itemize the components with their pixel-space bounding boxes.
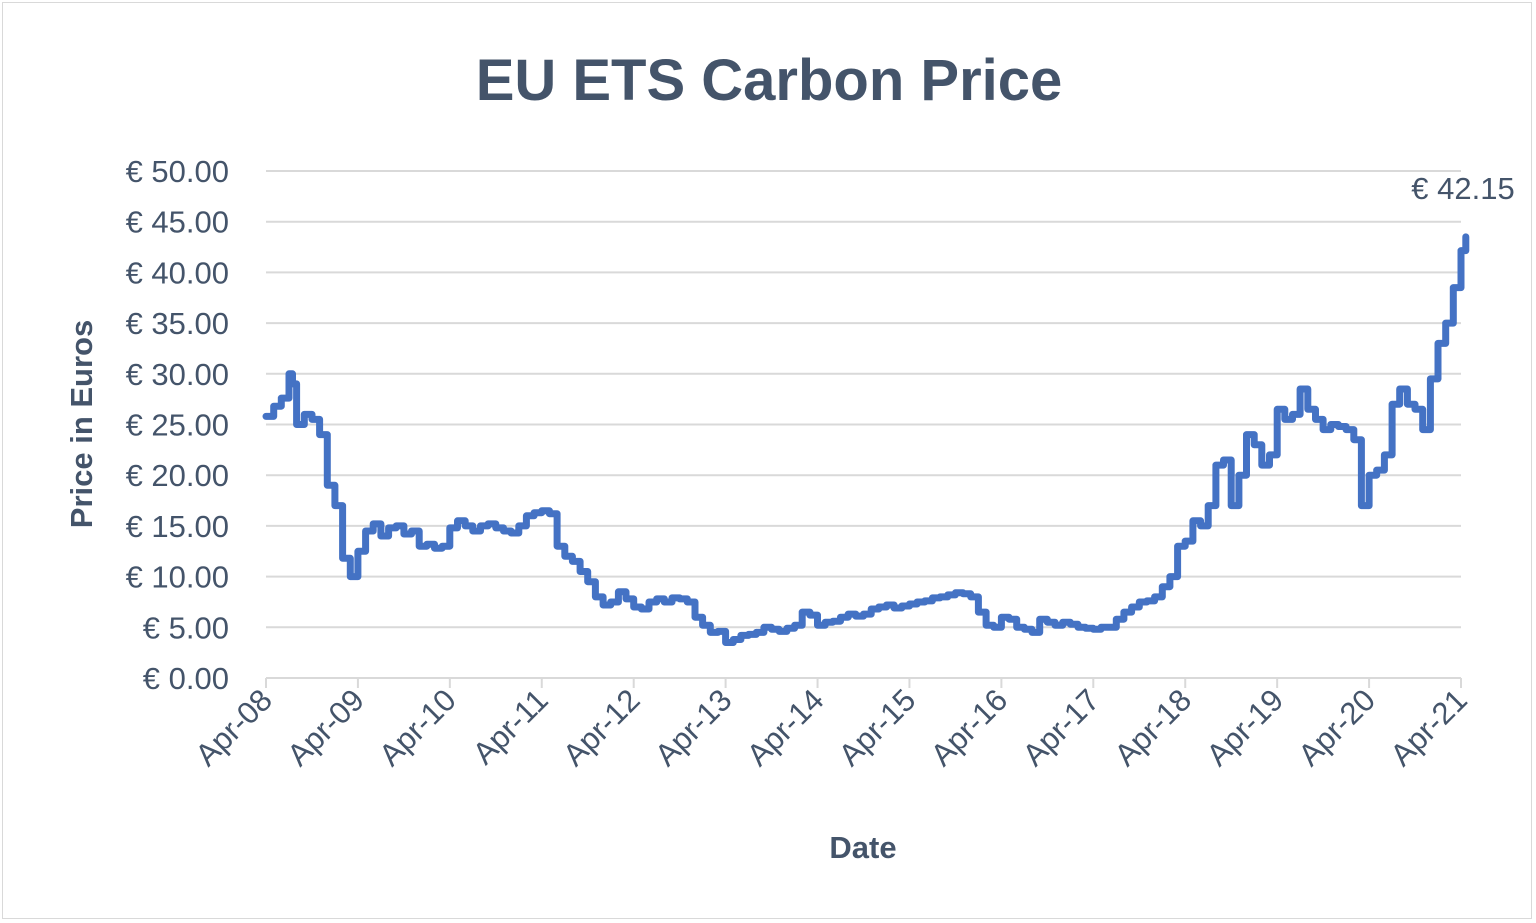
x-tick-label: Apr-21 (1383, 682, 1474, 773)
x-axis: Apr-08 Apr-09 Apr-10 Apr-11 Apr-12 Apr-13 Apr-… (188, 677, 1474, 773)
last-value-label: € 42.15 (1411, 171, 1514, 206)
x-tick-label: Apr-20 (1291, 682, 1382, 773)
gridlines (266, 170, 1461, 629)
x-tick-label: Apr-11 (466, 682, 555, 771)
y-tick-label: € 20.00 (126, 458, 229, 493)
x-tick-label: Apr-18 (1108, 682, 1199, 773)
y-axis-tick-labels: € 50.00 € 45.00 € 40.00 € 35.00 € 30.00 € 25.… (126, 154, 229, 696)
chart-title: EU ETS Carbon Price (476, 48, 1063, 113)
series-layer (262, 233, 1470, 646)
x-axis-title: Date (829, 830, 896, 865)
x-tick-label: Apr-16 (924, 682, 1015, 773)
x-tick-label: Apr-17 (1016, 682, 1107, 773)
y-tick-label: € 45.00 (126, 205, 229, 240)
y-tick-label: € 15.00 (126, 509, 229, 544)
x-tick-label: Apr-14 (740, 682, 831, 773)
x-tick-label: Apr-09 (280, 682, 371, 773)
y-tick-label: € 25.00 (126, 408, 229, 443)
y-tick-label: € 50.00 (126, 154, 229, 189)
y-tick-label: € 30.00 (126, 357, 229, 392)
x-tick-label: Apr-10 (372, 682, 463, 773)
series-line (262, 233, 1470, 646)
x-tick-label: Apr-12 (556, 682, 647, 773)
y-tick-label: € 10.00 (126, 560, 229, 595)
x-tick-label: Apr-15 (832, 682, 923, 773)
x-tick-label: Apr-19 (1200, 682, 1291, 773)
y-tick-label: € 40.00 (126, 255, 229, 290)
y-tick-label: € 0.00 (143, 661, 229, 696)
y-axis-title: Price in Euros (64, 320, 99, 528)
x-tick-label: Apr-13 (648, 682, 739, 773)
chart-svg: EU ETS Carbon Price € 50.00 € 45.00 € 40.0… (64, 48, 1515, 865)
y-tick-label: € 5.00 (143, 610, 229, 645)
y-tick-label: € 35.00 (126, 306, 229, 341)
